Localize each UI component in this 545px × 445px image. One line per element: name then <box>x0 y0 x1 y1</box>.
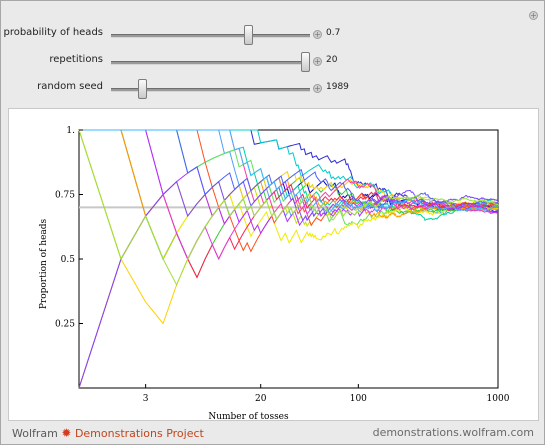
brand-wolfram-text: Wolfram <box>12 427 58 440</box>
repetitions-slider-thumb[interactable] <box>301 52 310 72</box>
probability-slider-thumb[interactable] <box>244 25 253 45</box>
series-line <box>78 129 499 325</box>
probability-expand-icon[interactable]: + <box>313 30 322 39</box>
y-tick-label: 0.75 <box>55 191 75 201</box>
controls-panel: probability of heads + 0.7 repetitions +… <box>1 1 544 107</box>
options-plus-icon[interactable]: + <box>529 11 538 20</box>
seed-slider[interactable] <box>111 88 310 92</box>
wolfram-spikey-icon: ✹ <box>61 426 72 440</box>
repetitions-slider[interactable] <box>111 61 310 65</box>
probability-value: 0.7 <box>326 28 341 38</box>
probability-label: probability of heads <box>3 27 103 38</box>
seed-label: random seed <box>37 81 103 92</box>
proportion-chart: 3 20 100 1000 0.25 0.5 0.75 1. Number of tosses P… <box>39 126 510 420</box>
seed-value: 1989 <box>326 82 349 92</box>
plot-panel: 3 20 100 1000 0.25 0.5 0.75 1. Number of tosses P… <box>8 108 539 421</box>
series-line <box>79 129 499 235</box>
y-tick-label: 0.5 <box>61 255 76 265</box>
x-tick-label: 100 <box>350 394 367 404</box>
site-link[interactable]: demonstrations.wolfram.com <box>372 426 534 439</box>
series-line <box>79 129 499 213</box>
plot-frame <box>78 129 499 389</box>
seed-control: random seed + 1989 <box>1 79 544 99</box>
seed-slider-thumb[interactable] <box>137 79 147 99</box>
footer: Wolfram ✹ Demonstrations Project demonst… <box>1 421 544 444</box>
y-axis-label: Proportion of heads <box>39 218 49 309</box>
brand-project-text: Demonstrations Project <box>74 427 204 440</box>
series-line <box>79 129 499 213</box>
x-tick-label: 1000 <box>487 394 510 404</box>
series-line <box>78 180 499 389</box>
probability-slider[interactable] <box>111 34 310 38</box>
y-tick-label: 0.25 <box>55 320 75 330</box>
repetitions-value: 20 <box>326 55 338 65</box>
x-tick-label: 3 <box>143 394 149 404</box>
probability-control: probability of heads + 0.7 <box>1 25 544 45</box>
repetitions-control: repetitions + 20 <box>1 52 544 72</box>
series-line <box>78 129 499 286</box>
series-line <box>78 183 499 389</box>
repetitions-expand-icon[interactable]: + <box>313 57 322 66</box>
series-line <box>79 129 499 214</box>
series-line <box>79 129 499 209</box>
x-axis-label: Number of tosses <box>208 412 289 420</box>
wolfram-brand[interactable]: Wolfram ✹ Demonstrations Project <box>12 426 204 440</box>
x-tick-label: 20 <box>255 394 267 404</box>
repetitions-label: repetitions <box>49 54 103 65</box>
seed-expand-icon[interactable]: + <box>313 84 322 93</box>
y-tick-label: 1. <box>66 126 75 136</box>
